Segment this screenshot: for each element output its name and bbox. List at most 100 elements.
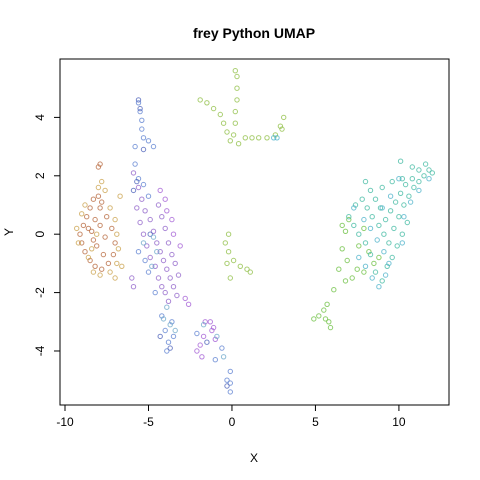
data-point [157, 187, 163, 194]
data-point [155, 275, 162, 281]
data-point [232, 120, 239, 126]
data-point [376, 254, 382, 261]
data-point [316, 313, 322, 319]
data-point [381, 249, 387, 255]
data-point [107, 269, 113, 275]
data-point [102, 234, 108, 240]
data-point [387, 193, 394, 199]
data-point [422, 161, 429, 167]
data-point [152, 289, 158, 296]
data-point [227, 138, 234, 144]
data-point [224, 260, 230, 267]
data-point [379, 205, 385, 211]
data-point [94, 231, 100, 237]
data-point [220, 120, 227, 126]
data-point [89, 246, 95, 252]
data-point [155, 202, 162, 208]
data-point [399, 231, 405, 237]
data-point [160, 257, 167, 264]
data-point [174, 292, 180, 299]
data-point [139, 196, 145, 202]
data-point [346, 214, 352, 220]
data-point [387, 208, 394, 214]
data-point [409, 164, 415, 170]
data-point [170, 333, 177, 340]
data-point [227, 389, 234, 395]
data-point [130, 187, 137, 194]
data-point [137, 105, 143, 112]
data-point [244, 266, 250, 272]
data-point [346, 216, 352, 223]
x-tick-label: -5 [143, 415, 154, 429]
data-point [224, 129, 230, 135]
data-point [170, 284, 177, 290]
data-point [114, 260, 120, 267]
data-point [162, 196, 168, 202]
data-point [97, 161, 103, 167]
x-axis-label: X [250, 451, 258, 465]
data-point [197, 97, 203, 103]
data-point [321, 307, 327, 313]
data-point [140, 231, 147, 237]
data-point [426, 176, 432, 182]
data-point [89, 228, 95, 235]
data-point [74, 225, 80, 232]
data-point [367, 251, 374, 258]
data-point [382, 216, 389, 223]
data-point [230, 132, 237, 138]
data-point [406, 193, 412, 199]
data-point [234, 85, 240, 91]
data-point [185, 301, 192, 307]
data-point [87, 205, 93, 211]
data-point [170, 231, 177, 237]
data-point [367, 187, 374, 194]
data-point [79, 211, 85, 217]
data-point [354, 266, 360, 272]
data-point [202, 319, 208, 325]
data-point [209, 327, 215, 334]
data-point [162, 327, 168, 334]
data-point [169, 251, 175, 258]
data-point [220, 354, 227, 360]
data-point [175, 272, 182, 278]
data-point [104, 214, 110, 220]
data-point [97, 222, 103, 229]
x-tick-label: 10 [392, 415, 406, 429]
y-tick-label: -4 [33, 345, 47, 356]
plot-frame [59, 58, 450, 406]
data-point [135, 184, 142, 191]
data-point [391, 225, 397, 232]
data-point [169, 216, 175, 223]
data-point [356, 254, 362, 261]
data-point [97, 205, 103, 211]
data-point [339, 222, 345, 229]
data-point [369, 275, 375, 281]
data-point [147, 254, 153, 261]
data-point [194, 330, 200, 337]
data-point [367, 225, 374, 232]
data-point [369, 214, 375, 220]
data-point [234, 97, 240, 103]
data-point [112, 216, 118, 223]
data-point [135, 100, 142, 106]
data-point [362, 178, 369, 185]
data-point [429, 170, 435, 176]
data-point [219, 345, 225, 351]
data-point [105, 260, 112, 267]
data-point [356, 231, 362, 237]
chart-title: frey Python UMAP [193, 25, 315, 41]
data-point [371, 260, 377, 267]
data-point [165, 240, 172, 246]
data-point [137, 219, 143, 226]
data-point [222, 240, 229, 246]
data-point [392, 199, 399, 205]
data-point [97, 272, 103, 278]
data-point [361, 216, 367, 223]
data-point [366, 249, 372, 255]
data-point [386, 240, 392, 246]
data-point [212, 357, 219, 363]
data-point [200, 333, 207, 340]
data-point [399, 240, 405, 246]
data-point [77, 231, 83, 237]
data-point [342, 278, 349, 284]
